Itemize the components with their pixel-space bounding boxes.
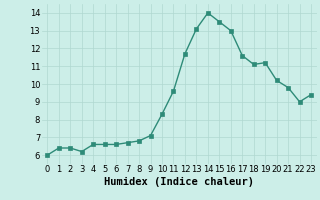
X-axis label: Humidex (Indice chaleur): Humidex (Indice chaleur): [104, 177, 254, 187]
